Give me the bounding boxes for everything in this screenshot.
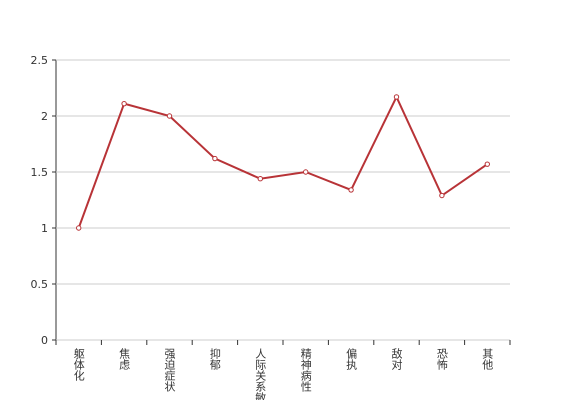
x-tick-label: 焦虑 [118,348,131,370]
x-tick-label: 强迫症状 [163,348,176,392]
x-tick-label: 偏执 [345,347,358,371]
x-tick-label: 精神病性 [299,348,312,393]
y-tick-label: 2.5 [31,54,49,67]
x-tick-label: 其他 [481,348,494,370]
y-tick-label: 2 [41,110,48,123]
x-tick-label: 人际关系敏感 [254,348,267,400]
point [393,94,400,100]
x-tick-label: 躯体化 [72,348,85,382]
x-tick-label: 恐怖 [435,348,448,370]
point [439,192,445,199]
y-tick-label: 1.5 [31,166,49,179]
y-tick-label: 1 [41,222,48,235]
point [484,161,490,167]
x-tick-label: 抑郁 [208,347,221,370]
line [77,94,488,229]
y-tick-label: 0 [41,334,48,347]
point [303,169,309,175]
x-tick-label: 敌对 [390,347,403,370]
point [76,225,82,231]
point [166,113,173,119]
point [257,176,263,182]
point [348,187,354,193]
point [212,155,218,162]
y-tick-label: 0.5 [31,278,49,291]
point [121,100,127,107]
